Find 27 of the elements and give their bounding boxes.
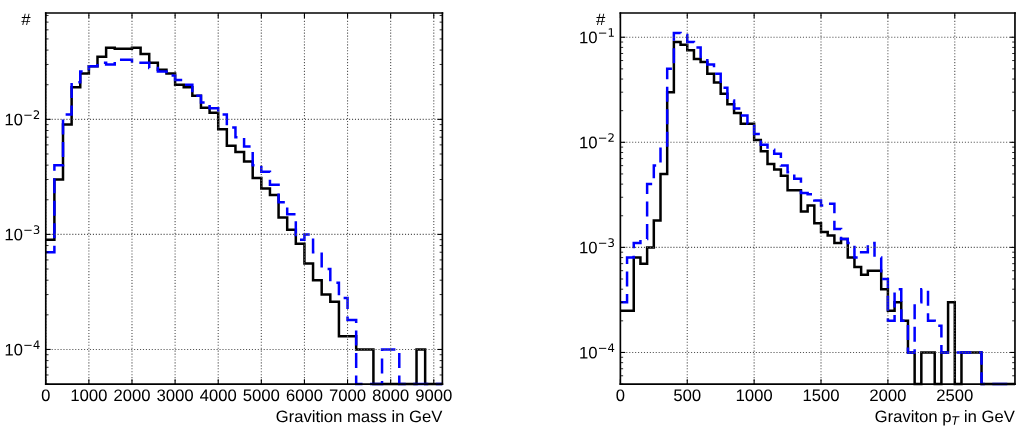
- y-tick-label: 10$^{−3}$: [580, 238, 614, 254]
- x-axis-title: Gravition mass in GeV: [276, 410, 443, 423]
- x-tick-label: 2500: [937, 389, 973, 402]
- x-tick-label: 6000: [286, 389, 323, 402]
- x-tick-label: 9000: [416, 389, 452, 402]
- x-axis-title: Graviton p$_{T}$ in GeV: [875, 410, 1015, 426]
- y-axis-title: #: [21, 13, 31, 26]
- y-tick-label: 10$^{−1}$: [580, 28, 614, 44]
- x-tick-label: 1500: [803, 389, 839, 402]
- y-tick-label: 10$^{−2}$: [580, 133, 614, 149]
- y-axis-title: #: [596, 13, 606, 26]
- y-tick-label: 10$^{−2}$: [5, 110, 40, 126]
- x-tick-label: 8000: [372, 389, 409, 402]
- x-tick-label: 2000: [114, 389, 150, 402]
- x-tick-label: 4000: [200, 389, 237, 402]
- y-tick-label: 10$^{−4}$: [580, 343, 615, 359]
- x-tick-label: 2000: [870, 389, 906, 402]
- x-tick-label: 3000: [157, 389, 193, 402]
- x-tick-label: 0: [41, 389, 50, 402]
- y-tick-label: 10$^{−4}$: [5, 340, 40, 356]
- x-tick-label: 0: [616, 389, 625, 402]
- x-tick-label: 500: [674, 389, 701, 402]
- x-tick-label: 1000: [71, 389, 107, 402]
- x-tick-label: 1000: [736, 389, 773, 402]
- y-tick-label: 10$^{−3}$: [5, 225, 40, 241]
- x-tick-label: 5000: [243, 389, 280, 402]
- x-tick-label: 7000: [329, 389, 366, 402]
